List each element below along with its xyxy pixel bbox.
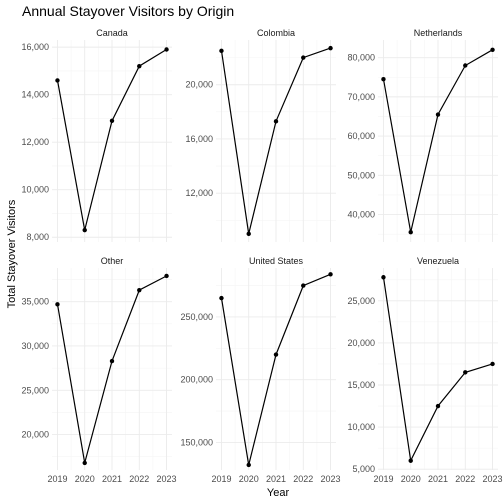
x-tick-label: 2023	[321, 474, 341, 484]
y-tick-label: 10,000	[347, 422, 375, 432]
facet-label: Venezuela	[417, 256, 459, 266]
data-point	[408, 229, 413, 235]
panel-canada: 8,000 10,000 12,000 14,000 16,000 Canada	[21, 28, 172, 242]
y-tick-label: 50,000	[347, 170, 375, 180]
data-point	[164, 47, 169, 52]
data-point	[246, 231, 251, 237]
x-tick-label: 2023	[157, 474, 177, 484]
y-tick-label: 250,000	[180, 312, 213, 322]
y-tick-label: 70,000	[347, 92, 375, 102]
data-point	[381, 77, 386, 82]
y-tick-label: 25,000	[21, 385, 49, 395]
data-point	[490, 47, 495, 53]
data-point	[301, 283, 306, 288]
x-tick-label: 2019	[47, 474, 67, 484]
x-tick-label: 2020	[75, 474, 95, 484]
data-point	[463, 63, 468, 68]
data-point	[246, 462, 251, 468]
panel-venezuela: 5,000 10,000 15,000 20,000 25,000 2019 2020 202…	[347, 256, 502, 484]
y-tick-label: 12,000	[185, 188, 213, 198]
y-tick-label: 150,000	[180, 437, 213, 447]
x-tick-label: 2023	[483, 474, 503, 484]
x-tick-label: 2021	[266, 474, 286, 484]
data-point	[490, 361, 495, 367]
data-point	[82, 460, 87, 466]
y-tick-label: 40,000	[347, 210, 375, 220]
data-point	[463, 370, 468, 375]
facet-label: Other	[101, 256, 124, 266]
y-tick-label: 35,000	[21, 297, 49, 307]
y-tick-label: 12,000	[21, 137, 49, 147]
data-point	[164, 273, 169, 279]
panel-other: 20,000 25,000 30,000 35,000 2019 2020 2021 2022…	[21, 256, 176, 484]
x-tick-label: 2021	[428, 474, 448, 484]
data-point	[328, 272, 333, 277]
y-tick-label: 60,000	[347, 131, 375, 141]
chart-title: Annual Stayover Visitors by Origin	[22, 3, 234, 19]
y-tick-label: 8,000	[26, 232, 49, 242]
y-tick-label: 14,000	[21, 90, 49, 100]
panel-colombia: 12,000 16,000 20,000 Colombia	[185, 28, 336, 242]
data-point	[435, 403, 441, 409]
data-point	[109, 118, 115, 124]
data-point	[273, 119, 279, 124]
data-point	[435, 112, 441, 117]
x-tick-label: 2021	[102, 474, 122, 484]
data-point	[109, 358, 115, 364]
y-tick-label: 20,000	[347, 338, 375, 348]
facet-label: Netherlands	[414, 28, 463, 38]
facet-panels: 8,000 10,000 12,000 14,000 16,000 Canada 12,00…	[21, 28, 502, 484]
data-point	[381, 275, 386, 280]
x-tick-label: 2019	[373, 474, 393, 484]
y-tick-label: 30,000	[21, 341, 49, 351]
y-tick-label: 200,000	[180, 375, 213, 385]
panel-united-states: 150,000 200,000 250,000 2019 2020 2021 2022 202…	[180, 256, 340, 484]
x-tick-label: 2022	[129, 474, 149, 484]
x-tick-label: 2022	[293, 474, 313, 484]
y-tick-label: 10,000	[21, 185, 49, 195]
y-tick-label: 16,000	[185, 134, 213, 144]
y-tick-label: 25,000	[347, 296, 375, 306]
y-tick-label: 16,000	[21, 42, 49, 52]
data-point	[55, 78, 60, 83]
facet-label: United States	[249, 256, 304, 266]
data-point	[219, 48, 224, 54]
data-point	[82, 227, 87, 233]
x-tick-label: 2019	[211, 474, 231, 484]
data-point	[137, 63, 142, 69]
panel-netherlands: 40,000 50,000 60,000 70,000 80,000 Netherland…	[347, 28, 498, 242]
data-point	[273, 352, 279, 357]
x-tick-label: 2020	[401, 474, 421, 484]
y-axis-label: Total Stayover Visitors	[6, 199, 18, 308]
y-tick-label: 5,000	[352, 464, 375, 474]
x-axis-label: Year	[267, 487, 290, 499]
data-point	[408, 458, 413, 463]
data-point	[219, 295, 224, 301]
x-tick-label: 2022	[455, 474, 475, 484]
facet-label: Colombia	[257, 28, 295, 38]
y-tick-label: 20,000	[185, 80, 213, 90]
data-point	[55, 302, 60, 307]
y-tick-label: 80,000	[347, 53, 375, 63]
data-point	[328, 45, 333, 51]
facet-label: Canada	[96, 28, 128, 38]
y-tick-label: 20,000	[21, 430, 49, 440]
data-point	[137, 287, 142, 293]
y-tick-label: 15,000	[347, 380, 375, 390]
data-point	[301, 55, 306, 60]
x-tick-label: 2020	[239, 474, 259, 484]
